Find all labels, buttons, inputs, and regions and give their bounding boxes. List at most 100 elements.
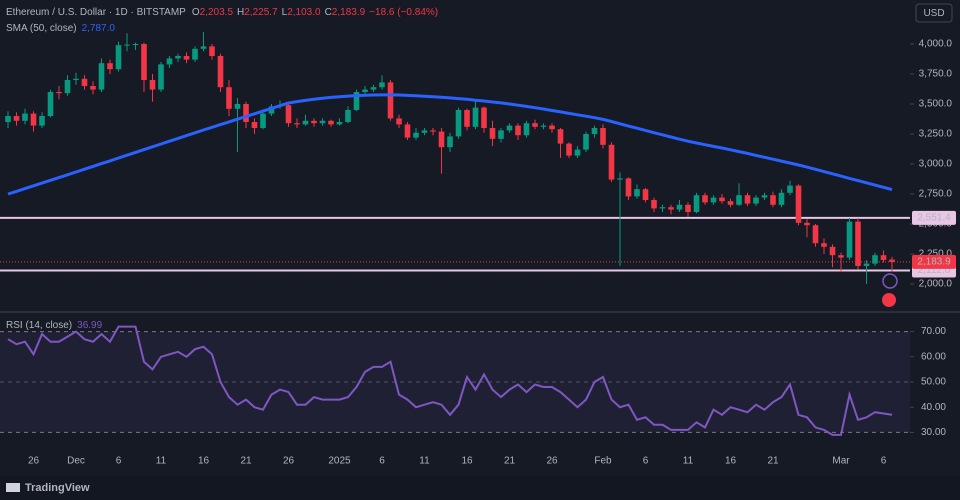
candle-body <box>472 107 479 127</box>
rsi-tick-label: 70.00 <box>921 326 946 337</box>
x-tick-label: 26 <box>283 456 295 467</box>
candle-body <box>268 106 275 114</box>
brand-logo <box>6 483 20 492</box>
level-label: 2,551.4 <box>917 212 951 223</box>
candle-body <box>787 185 793 193</box>
candle-body <box>481 107 487 128</box>
change: −18.6 (−0.84%) <box>369 7 438 18</box>
y-tick-label: 2,000.0 <box>919 279 953 290</box>
close: 2,183.9 <box>332 7 366 18</box>
candle-body <box>455 110 462 137</box>
currency-button[interactable] <box>915 3 953 23</box>
candle-body <box>404 124 411 138</box>
high-label: H <box>237 7 244 18</box>
candle-body <box>132 44 139 45</box>
candle-body <box>226 87 232 109</box>
candle-body <box>64 80 71 94</box>
candle-body <box>702 195 708 203</box>
candle-body <box>634 189 640 197</box>
candle-body <box>183 56 190 60</box>
open-label: O <box>192 7 200 18</box>
low: 2,103.0 <box>287 7 321 18</box>
candle-body <box>302 120 309 125</box>
candle-body <box>353 92 360 110</box>
candle-body <box>251 122 258 128</box>
footer-bar <box>0 476 960 500</box>
candle-body <box>234 104 241 109</box>
sma-value: 2,787.0 <box>82 23 116 34</box>
rsi-tick-label: 60.00 <box>921 351 946 362</box>
candle-body <box>47 92 54 116</box>
candle-body <box>889 259 895 262</box>
candle-body <box>753 197 759 204</box>
close-label: C <box>325 7 332 18</box>
candle-body <box>141 44 147 80</box>
x-tick-label: 26 <box>546 456 558 467</box>
candle-body <box>328 120 334 125</box>
x-tick-label: 11 <box>156 456 167 467</box>
symbol: Ethereum / U.S. Dollar · 1D · BITSTAMP <box>6 7 186 18</box>
candle-body <box>710 197 717 203</box>
candle-body <box>319 120 326 124</box>
candle-body <box>379 82 385 88</box>
candle-body <box>30 113 37 126</box>
candle-body <box>736 195 742 205</box>
x-tick-label: 16 <box>461 456 473 467</box>
candle-body <box>719 197 725 202</box>
candle-body <box>192 48 198 60</box>
candle-body <box>880 255 887 260</box>
x-tick-label: 6 <box>643 456 649 467</box>
currency-label: USD <box>923 8 944 19</box>
candle-body <box>506 125 513 131</box>
candle-body <box>175 56 181 59</box>
x-tick-label: Mar <box>832 456 850 467</box>
candle-body <box>574 149 581 156</box>
candle-body <box>430 130 436 132</box>
y-tick-label: 4,000.0 <box>919 39 953 50</box>
brand: TradingView <box>25 482 90 494</box>
candle-body <box>761 195 768 198</box>
candle-body <box>625 178 632 197</box>
candle-body <box>821 243 827 247</box>
candle-body <box>22 113 28 121</box>
candle-body <box>795 185 802 223</box>
candle-body <box>608 144 615 180</box>
candle-body <box>13 116 20 121</box>
candle-body <box>498 130 504 139</box>
candle-body <box>200 46 207 49</box>
flag-icon[interactable] <box>882 293 896 307</box>
candle-body <box>532 123 538 127</box>
candle-body <box>285 105 292 124</box>
candle-body <box>566 143 572 156</box>
candle-body <box>855 221 861 266</box>
x-tick-label: Dec <box>67 456 85 467</box>
candle-body <box>5 116 11 122</box>
y-tick-label: 3,000.0 <box>919 159 953 170</box>
candle-body <box>345 110 351 122</box>
rsi-tick-label: 40.00 <box>921 402 946 413</box>
marks: 2,000.02,250.02,500.02,750.03,000.03,250… <box>0 32 956 467</box>
candle-body <box>651 200 657 209</box>
candle-body <box>464 110 470 127</box>
candle-body <box>642 189 649 200</box>
rsi-legend: RSI (14, close) 36.99 <box>6 320 103 331</box>
x-tick-label: 21 <box>240 456 252 467</box>
candle-body <box>659 207 666 209</box>
candle-body <box>217 56 224 88</box>
candle-body <box>166 58 173 65</box>
y-tick-label: 2,750.0 <box>919 189 953 200</box>
sma-line <box>7 93 893 196</box>
candle-body <box>311 120 317 124</box>
candle-body <box>523 123 530 136</box>
candle-body <box>778 192 785 205</box>
candle-body <box>727 201 734 205</box>
y-tick-label: 2,250.0 <box>919 249 953 260</box>
candle-body <box>489 128 496 139</box>
y-tick-label: 3,500.0 <box>919 99 953 110</box>
candle-body <box>812 225 819 244</box>
last-price-box <box>912 254 956 269</box>
candle-body <box>515 125 521 136</box>
candle-body <box>294 123 300 125</box>
event-icon[interactable] <box>882 273 898 289</box>
